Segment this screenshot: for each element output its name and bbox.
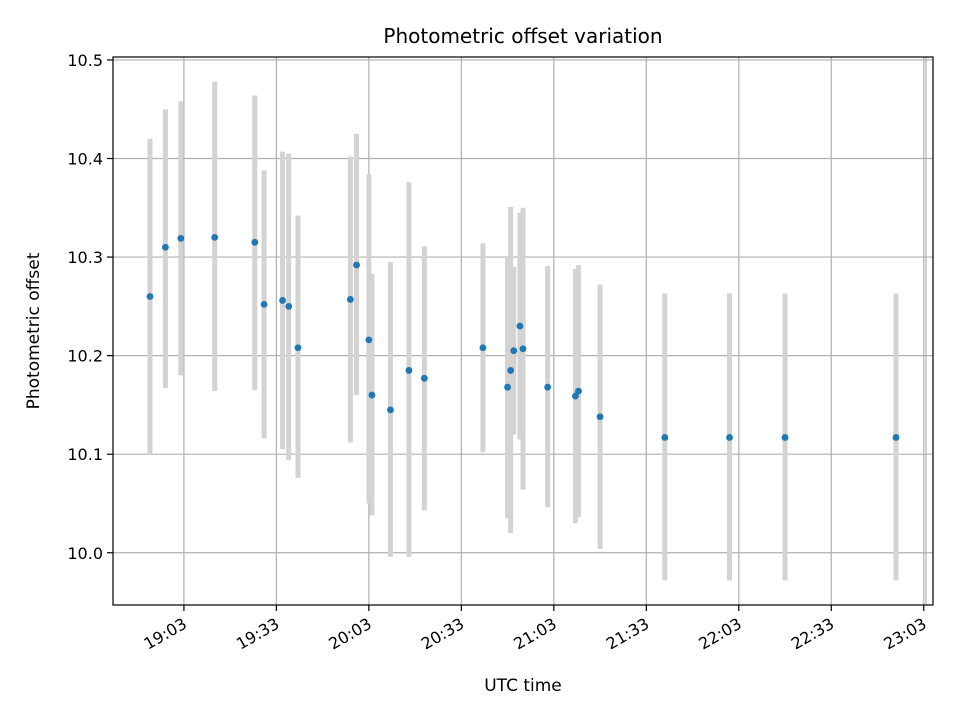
data-point [575, 387, 582, 395]
data-point [516, 322, 524, 330]
x-axis-label: UTC time [484, 676, 562, 696]
data-point [572, 392, 579, 400]
data-point [279, 297, 286, 304]
data-point [285, 302, 293, 310]
data-point [346, 296, 354, 303]
plot-frame [112, 56, 934, 606]
data-point [596, 413, 604, 421]
data-point [368, 391, 376, 399]
data-points [146, 233, 900, 441]
data-point [544, 383, 552, 391]
data-point [781, 434, 789, 441]
data-point [365, 336, 373, 344]
y-tick-label: 10.4 [67, 150, 103, 169]
chart-title: Photometric offset variation [383, 24, 662, 48]
data-point [479, 344, 487, 352]
data-point [661, 434, 669, 441]
y-tick-label: 10.0 [67, 544, 103, 563]
data-point [162, 243, 169, 251]
data-point [510, 347, 518, 355]
data-point [211, 233, 219, 241]
data-point [387, 406, 394, 414]
data-point [353, 261, 360, 269]
y-axis-label: Photometric offset [24, 252, 44, 409]
y-tick-label: 10.1 [67, 445, 103, 464]
y-tick-label: 10.3 [67, 248, 103, 267]
data-point [251, 238, 259, 246]
data-point [519, 345, 527, 353]
y-tick-label: 10.5 [67, 51, 103, 70]
data-point [504, 383, 511, 391]
y-tick-label: 10.2 [67, 347, 103, 366]
data-point [420, 374, 428, 382]
data-point [146, 293, 154, 300]
data-point [726, 434, 733, 441]
y-axis-ticks: 10.0 10.1 10.2 10.3 10.4 10.5 [67, 51, 113, 563]
data-point [260, 300, 268, 308]
data-point [405, 367, 413, 374]
data-point [507, 367, 515, 374]
data-point [892, 434, 900, 441]
data-point [294, 344, 302, 352]
data-point [177, 234, 185, 242]
